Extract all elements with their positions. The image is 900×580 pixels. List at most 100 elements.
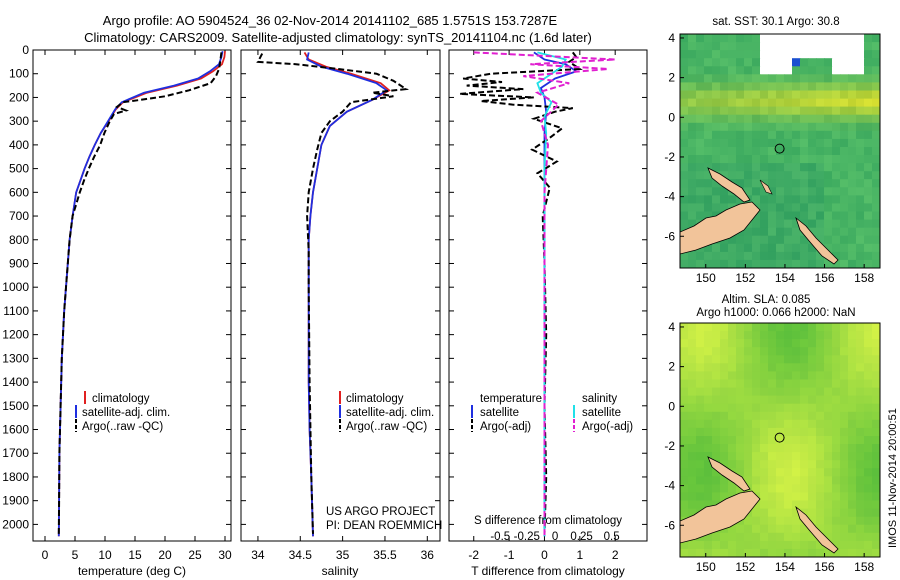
- map-cell: [776, 90, 785, 100]
- map-cell: [752, 122, 761, 132]
- map-cell: [696, 42, 705, 51]
- map-cell: [712, 114, 721, 124]
- difference-xtick-label: -1: [504, 548, 515, 562]
- map-cell: [864, 203, 873, 213]
- map-cell: [696, 211, 705, 221]
- map-cell: [688, 82, 697, 92]
- map-cell: [768, 74, 777, 83]
- map-cell: [760, 355, 769, 364]
- map-cell: [864, 58, 873, 67]
- series-argo-raw-qc: [57, 52, 223, 534]
- map-cell: [728, 484, 737, 494]
- map-cell: [864, 363, 873, 372]
- map-cell: [744, 387, 753, 397]
- map-cell: [848, 187, 857, 196]
- map-cell: [736, 179, 745, 188]
- map-cell: [872, 147, 880, 156]
- map-cell: [720, 195, 729, 205]
- map-cell: [688, 114, 697, 124]
- map-cell: [840, 484, 849, 494]
- map-cell: [712, 411, 721, 421]
- map-cell: [848, 395, 857, 405]
- map-cell: [872, 114, 880, 124]
- map-cell: [720, 138, 729, 148]
- map-cell: [840, 195, 849, 205]
- map-cell: [840, 468, 849, 477]
- map-cell: [792, 508, 801, 518]
- map-cell: [856, 243, 865, 253]
- map-cell: [872, 403, 880, 413]
- salinity-difference-tick-label: -0.5: [490, 531, 510, 543]
- map-cell: [680, 371, 689, 381]
- map-cell: [704, 251, 713, 261]
- map-cell: [744, 171, 753, 180]
- map-cell: [792, 403, 801, 413]
- map-cell: [784, 195, 793, 205]
- map-cell: [680, 42, 689, 51]
- map-cell: [760, 259, 769, 268]
- map-cell: [856, 540, 865, 550]
- map-cell: [776, 444, 785, 453]
- map-cell: [784, 82, 793, 92]
- map-cell: [688, 548, 697, 557]
- depth-tick-label: 700: [9, 209, 29, 223]
- map-cell: [696, 371, 705, 381]
- map-cell: [720, 436, 729, 445]
- map-cell: [728, 331, 737, 340]
- map-cell: [704, 419, 713, 429]
- map-cell: [728, 347, 737, 356]
- salinity-axes-frame: [240, 49, 441, 542]
- map-cell: [872, 355, 880, 364]
- map-cell: [832, 419, 841, 429]
- map-cell: [728, 419, 737, 429]
- map-cell: [760, 98, 769, 108]
- map-cell: [752, 323, 761, 332]
- map-cell: [728, 42, 737, 51]
- map-cell: [776, 114, 785, 124]
- map-cell: [712, 331, 721, 340]
- map-cell: [824, 90, 833, 100]
- sla-argo-location-marker: [774, 432, 785, 443]
- depth-tick-label: 100: [9, 67, 29, 81]
- map-cell: [832, 251, 841, 261]
- map-cell: [800, 371, 809, 381]
- title-line-2: Climatology: CARS2009. Satellite-adjuste…: [84, 30, 592, 45]
- map-cell: [792, 436, 801, 445]
- map-cell: [848, 355, 857, 364]
- map-cell: [864, 492, 873, 502]
- map-cell: [872, 444, 880, 453]
- map-cell: [800, 379, 809, 389]
- map-cell: [776, 259, 785, 268]
- map-cell: [784, 122, 793, 132]
- map-cell: [720, 411, 729, 421]
- map-cell: [784, 50, 793, 59]
- map-cell: [872, 395, 880, 405]
- map-cell: [736, 524, 745, 534]
- map-cell: [768, 235, 777, 245]
- map-cell: [856, 484, 865, 494]
- map-cell: [696, 460, 705, 469]
- map-cell: [872, 371, 880, 381]
- map-cell: [744, 179, 753, 188]
- map-cell: [680, 379, 689, 389]
- map-cell: [768, 138, 777, 148]
- map-cell: [736, 548, 745, 557]
- map-cell: [840, 98, 849, 108]
- map-cell: [800, 82, 809, 92]
- map-cell: [776, 500, 785, 510]
- map-cell: [688, 66, 697, 75]
- map-cell: [832, 187, 841, 196]
- map-cell: [808, 203, 817, 213]
- map-cell: [752, 243, 761, 253]
- map-cell: [808, 50, 817, 59]
- map-cell: [816, 179, 825, 188]
- map-cell: [752, 251, 761, 261]
- map-cell: [728, 114, 737, 124]
- map-cell: [840, 524, 849, 534]
- map-cell: [800, 355, 809, 364]
- map-cell: [840, 155, 849, 164]
- sst-land-islet: [759, 179, 773, 195]
- map-cell: [856, 171, 865, 180]
- map-cell: [768, 106, 777, 116]
- map-cell: [768, 163, 777, 172]
